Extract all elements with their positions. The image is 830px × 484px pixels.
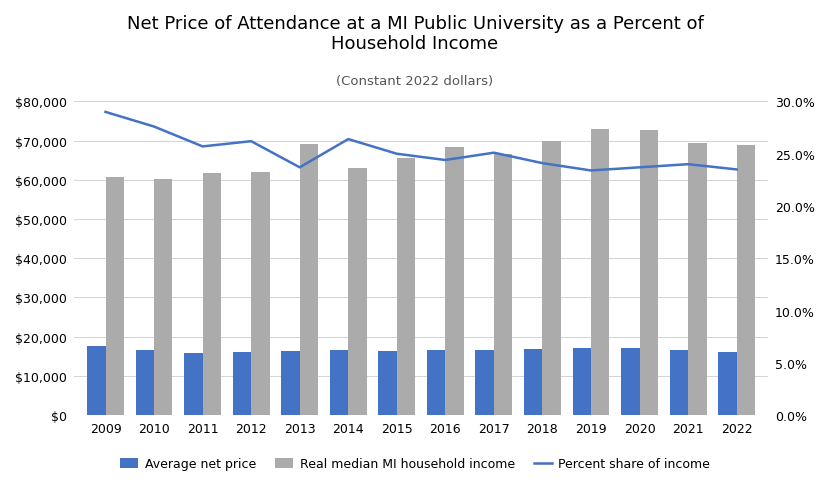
Percent share of income (392, 151, 402, 157)
Bar (543, 142, 561, 415)
Bar (621, 348, 640, 415)
Percent share of income (441, 158, 451, 164)
Percent share of income (247, 139, 256, 145)
Percent share of income (586, 168, 596, 174)
Percent share of income (489, 151, 499, 156)
Bar (184, 353, 203, 415)
Percent share of income (295, 165, 305, 171)
Bar (640, 131, 658, 415)
Bar (397, 159, 415, 415)
Bar (524, 349, 543, 415)
Percent share of income (100, 110, 110, 116)
Bar (736, 146, 755, 415)
Bar (427, 350, 446, 415)
Legend: Average net price, Real median MI household income, Percent share of income: Average net price, Real median MI househ… (115, 453, 715, 475)
Percent share of income (344, 137, 354, 143)
Bar (688, 143, 706, 415)
Percent share of income (149, 124, 159, 130)
Bar (494, 154, 512, 415)
Bar (446, 147, 464, 415)
Percent share of income (635, 165, 645, 171)
Bar (670, 350, 688, 415)
Percent share of income (731, 167, 741, 173)
Text: (Constant 2022 dollars): (Constant 2022 dollars) (336, 75, 494, 88)
Bar (251, 173, 270, 415)
Bar (378, 351, 397, 415)
Bar (330, 350, 349, 415)
Bar (135, 350, 154, 415)
Bar (281, 351, 300, 415)
Bar (349, 169, 367, 415)
Bar (203, 174, 221, 415)
Percent share of income (198, 144, 208, 150)
Bar (300, 145, 318, 415)
Bar (718, 352, 736, 415)
Bar (232, 352, 251, 415)
Bar (87, 347, 105, 415)
Percent share of income (538, 161, 548, 166)
Bar (476, 350, 494, 415)
Bar (591, 130, 609, 415)
Text: Net Price of Attendance at a MI Public University as a Percent of
Household Inco: Net Price of Attendance at a MI Public U… (127, 15, 703, 53)
Line: Percent share of income: Percent share of income (105, 113, 736, 171)
Bar (573, 348, 591, 415)
Bar (105, 178, 124, 415)
Bar (154, 179, 173, 415)
Percent share of income (683, 162, 693, 168)
